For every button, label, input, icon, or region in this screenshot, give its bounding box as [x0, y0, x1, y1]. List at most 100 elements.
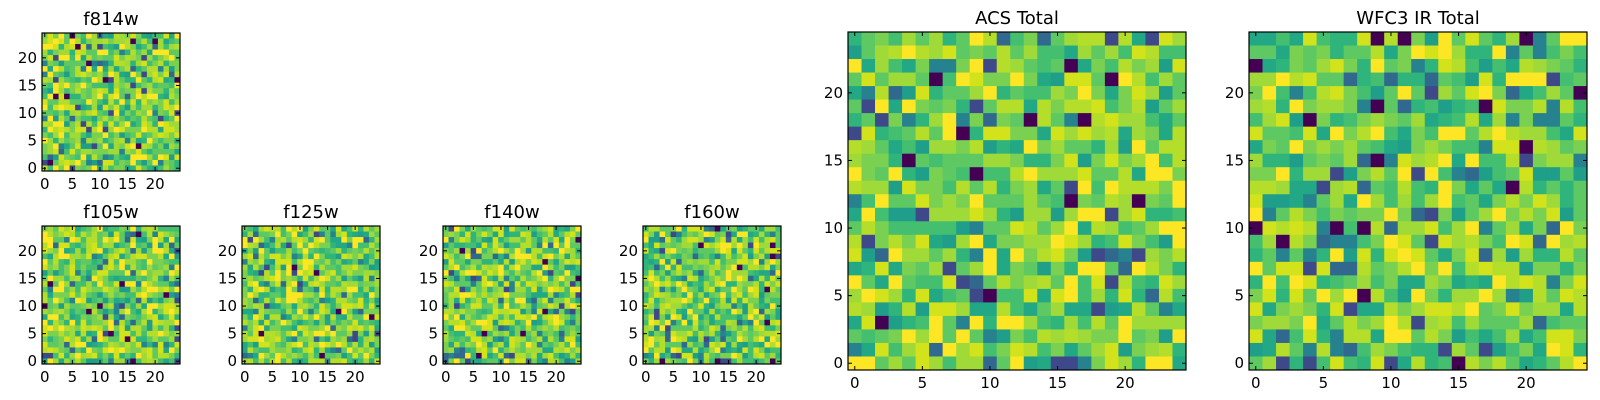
heatmap-cell [1384, 45, 1399, 60]
heatmap-cell [720, 347, 727, 354]
heatmap-cell [47, 60, 54, 67]
heatmap-cell [969, 234, 984, 249]
heatmap-cell [996, 72, 1011, 87]
heatmap-cell [553, 231, 560, 238]
heatmap-cell [492, 231, 499, 238]
heatmap-cell [558, 281, 565, 288]
heatmap-cell [915, 32, 930, 46]
heatmap-cell [687, 352, 694, 359]
heatmap-cell [465, 226, 471, 232]
heatmap-cell [297, 347, 304, 354]
heatmap-cell [902, 167, 916, 182]
heatmap-cell [509, 226, 516, 232]
heatmap-cell [368, 292, 375, 299]
heatmap-cell [163, 49, 170, 56]
heatmap-cell [1037, 45, 1052, 60]
heatmap-cell [1104, 45, 1119, 60]
heatmap-cell [665, 253, 671, 260]
heatmap-cell [465, 330, 471, 337]
heatmap-cell [275, 286, 282, 293]
heatmap-cell [1519, 126, 1534, 141]
heatmap-cell [75, 49, 82, 56]
heatmap-cell [454, 319, 460, 326]
heatmap-cell [758, 286, 765, 293]
heatmap-cell [146, 132, 153, 139]
heatmap-cell [97, 55, 104, 61]
heatmap-cell [53, 33, 59, 39]
heatmap-cell [648, 264, 655, 271]
heatmap-cell [547, 319, 554, 326]
heatmap-cell [58, 226, 65, 232]
heatmap-cell [902, 72, 916, 87]
heatmap-cell [297, 286, 304, 293]
heatmap-cell [514, 325, 521, 332]
heatmap-cell [1532, 342, 1547, 357]
heatmap-cell [108, 237, 115, 243]
heatmap-cell [1145, 302, 1160, 317]
heatmap-cell [542, 264, 549, 271]
heatmap-cell [558, 270, 565, 277]
heatmap-cell [654, 330, 660, 337]
heatmap-cell [141, 242, 148, 249]
heatmap-cell [1158, 342, 1173, 357]
heatmap-cell [643, 242, 649, 249]
heatmap-cell [324, 286, 331, 293]
heatmap-cell [135, 55, 142, 61]
heatmap-cell [330, 297, 337, 304]
heatmap-cell [753, 336, 760, 343]
x-tick-label: 10 [691, 368, 710, 386]
heatmap-cell [670, 330, 677, 337]
heatmap-cell [91, 82, 98, 89]
heatmap-cell [758, 226, 765, 232]
heatmap-cell [152, 55, 159, 61]
heatmap-cell [69, 281, 76, 288]
heatmap-cell [654, 352, 660, 359]
heatmap-cell [520, 325, 527, 332]
heatmap-cell [1050, 342, 1065, 357]
heatmap-cell [742, 264, 749, 271]
heatmap-cell [75, 281, 82, 288]
heatmap-cell [714, 297, 721, 304]
heatmap-cell [553, 297, 560, 304]
heatmap-cell [152, 148, 159, 155]
heatmap-cell [1357, 32, 1372, 46]
heatmap-cell [714, 336, 721, 343]
heatmap-cell [1276, 126, 1290, 141]
heatmap-cell [758, 358, 765, 365]
heatmap-cell [902, 126, 916, 141]
heatmap-cell [1492, 99, 1507, 114]
heatmap-cell [1559, 86, 1574, 100]
heatmap-cell [69, 347, 76, 354]
heatmap-cell [709, 292, 716, 299]
heatmap-cell [465, 270, 471, 277]
heatmap-cell [75, 270, 82, 277]
heatmap-cell [481, 286, 488, 293]
heatmap-cell [152, 231, 159, 238]
heatmap-cell [1519, 32, 1534, 46]
heatmap-cell [942, 329, 957, 344]
heatmap-cell [168, 49, 175, 56]
heatmap-cell [775, 297, 782, 304]
heatmap-cell [58, 71, 65, 78]
heatmap-cell [1559, 315, 1574, 330]
heatmap-cell [703, 286, 710, 293]
heatmap-cell [1465, 140, 1480, 155]
heatmap-cell [64, 319, 70, 326]
heatmap-cell [969, 167, 984, 182]
heatmap-cell [742, 325, 749, 332]
heatmap-cell [709, 281, 716, 288]
heatmap-cell [769, 330, 776, 337]
heatmap-cell [983, 86, 998, 100]
heatmap-cell [1438, 59, 1453, 73]
heatmap-cell [113, 154, 120, 161]
heatmap-cell [902, 194, 916, 209]
heatmap-cell [174, 44, 181, 50]
heatmap-cell [1438, 180, 1453, 195]
heatmap-cell [1451, 194, 1466, 209]
heatmap-cell [286, 253, 293, 260]
heatmap-cell [253, 275, 259, 282]
heatmap-cell [113, 248, 120, 254]
heatmap-cell [157, 38, 164, 45]
heatmap-cell [69, 55, 76, 61]
